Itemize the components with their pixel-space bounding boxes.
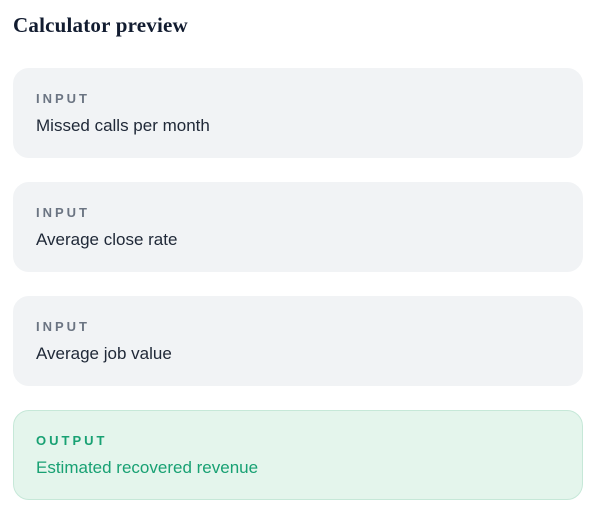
input-card-average-job-value[interactable]: INPUT Average job value xyxy=(13,296,583,386)
field-label: Estimated recovered revenue xyxy=(36,458,259,477)
field-label: Average close rate xyxy=(36,230,178,249)
field-type-badge: INPUT xyxy=(36,205,90,220)
input-card-missed-calls-per-month[interactable]: INPUT Missed calls per month xyxy=(13,68,583,158)
calculator-fields-list: INPUT Missed calls per month INPUT Avera… xyxy=(13,68,583,500)
page-title: Calculator preview xyxy=(13,13,188,37)
field-label: Average job value xyxy=(36,344,172,363)
field-label: Missed calls per month xyxy=(36,116,210,135)
output-card-estimated-recovered-revenue[interactable]: OUTPUT Estimated recovered revenue xyxy=(13,410,583,500)
input-card-average-close-rate[interactable]: INPUT Average close rate xyxy=(13,182,583,272)
field-type-badge: OUTPUT xyxy=(36,433,108,448)
field-type-badge: INPUT xyxy=(36,319,90,334)
field-type-badge: INPUT xyxy=(36,91,90,106)
